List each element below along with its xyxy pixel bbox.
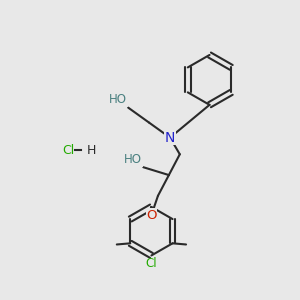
Text: N: N	[165, 130, 175, 145]
Text: Cl: Cl	[62, 144, 74, 157]
Text: H: H	[86, 144, 96, 157]
Text: HO: HO	[124, 153, 142, 166]
Text: O: O	[146, 208, 157, 221]
Text: Cl: Cl	[146, 257, 157, 270]
Text: HO: HO	[109, 94, 127, 106]
